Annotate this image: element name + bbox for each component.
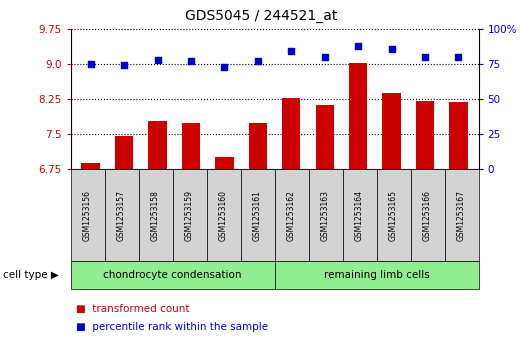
Point	[153, 57, 162, 63]
Text: GSM1253164: GSM1253164	[355, 189, 364, 241]
Point	[287, 49, 295, 54]
Text: GSM1253157: GSM1253157	[117, 189, 126, 241]
Text: cell type ▶: cell type ▶	[3, 270, 59, 280]
Point	[388, 46, 396, 52]
Point	[120, 62, 128, 68]
Bar	[315, 105, 334, 169]
Point	[254, 58, 262, 64]
Point	[421, 54, 429, 60]
Point	[354, 43, 362, 49]
Text: GSM1253158: GSM1253158	[151, 189, 160, 241]
Bar	[182, 123, 200, 169]
Text: ■  percentile rank within the sample: ■ percentile rank within the sample	[76, 322, 268, 332]
Text: chondrocyte condensation: chondrocyte condensation	[104, 270, 242, 280]
Bar	[349, 63, 367, 169]
Text: GSM1253165: GSM1253165	[389, 189, 398, 241]
Text: GSM1253161: GSM1253161	[253, 189, 262, 241]
Point	[321, 54, 329, 60]
Text: GSM1253160: GSM1253160	[219, 189, 228, 241]
Point	[454, 54, 463, 60]
Text: GSM1253167: GSM1253167	[457, 189, 466, 241]
Bar	[382, 93, 401, 169]
Bar	[215, 157, 234, 169]
Point	[220, 64, 229, 70]
Text: GSM1253159: GSM1253159	[185, 189, 194, 241]
Text: GSM1253166: GSM1253166	[423, 189, 432, 241]
Text: remaining limb cells: remaining limb cells	[324, 270, 429, 280]
Text: GSM1253162: GSM1253162	[287, 189, 296, 241]
Bar	[82, 163, 100, 169]
Bar	[115, 136, 133, 169]
Point	[187, 58, 195, 64]
Bar	[416, 101, 434, 169]
Text: ■  transformed count: ■ transformed count	[76, 303, 189, 314]
Bar	[449, 102, 468, 169]
Bar	[282, 98, 301, 169]
Bar	[149, 121, 167, 169]
Text: GSM1253156: GSM1253156	[83, 189, 92, 241]
Point	[86, 61, 95, 67]
Bar	[248, 123, 267, 169]
Text: GSM1253163: GSM1253163	[321, 189, 330, 241]
Text: GDS5045 / 244521_at: GDS5045 / 244521_at	[185, 9, 338, 23]
